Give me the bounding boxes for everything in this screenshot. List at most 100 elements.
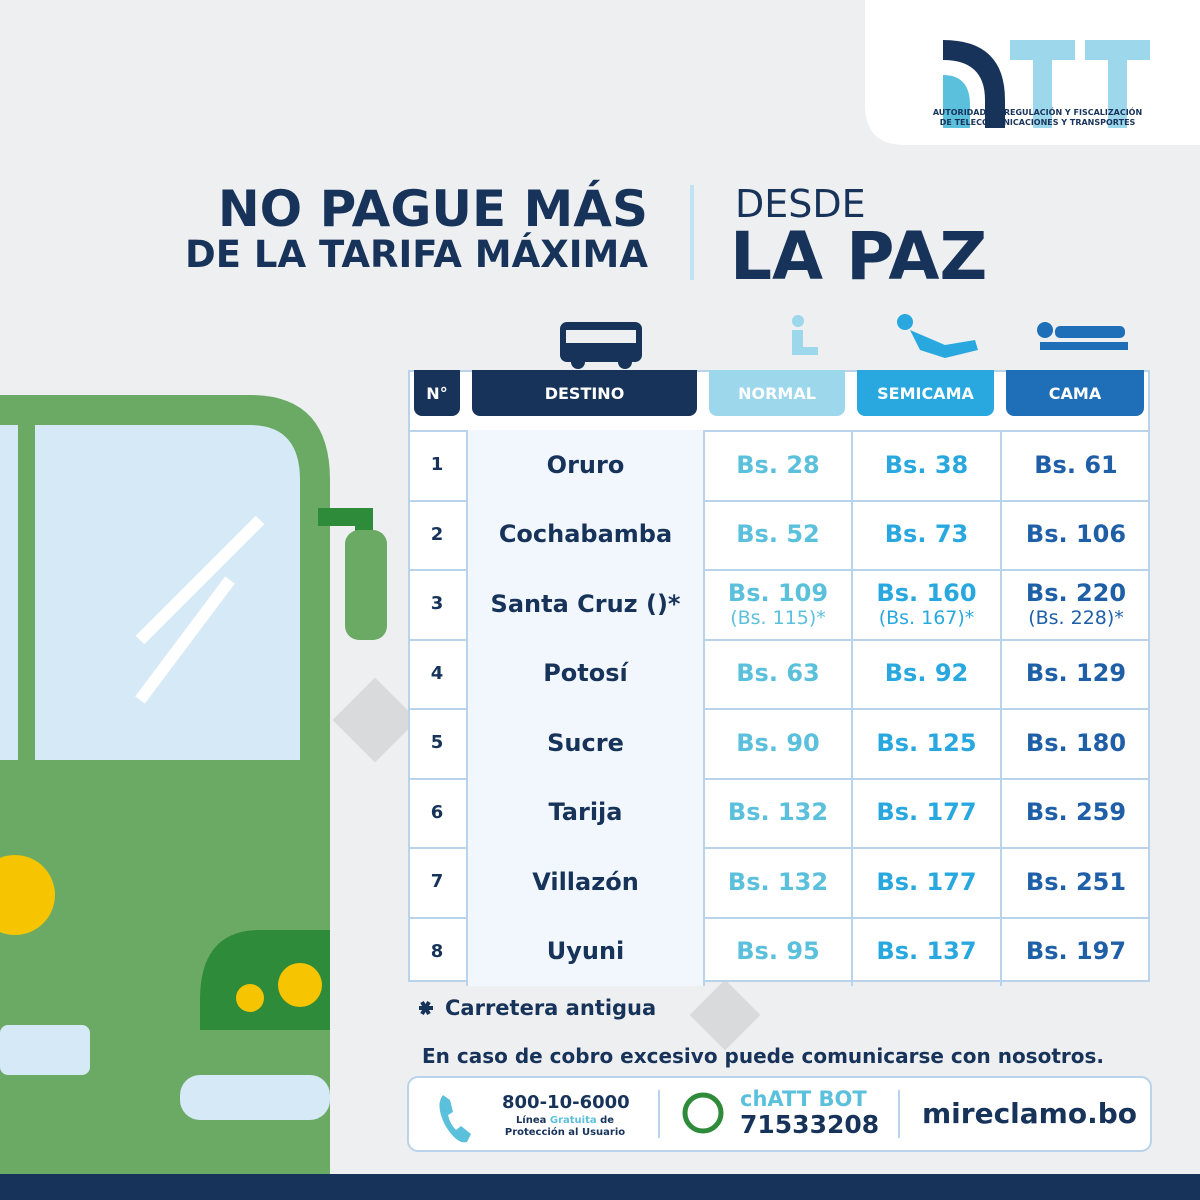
column-header: CAMA: [1006, 370, 1144, 416]
row-divider: [408, 777, 1150, 780]
table-cell: 5: [408, 708, 466, 778]
cell-text: Bs. 106: [1025, 520, 1127, 549]
cell-text: 6: [430, 801, 444, 823]
table-cell: Bs. 90: [703, 708, 851, 778]
cell-text: Bs. 137: [876, 937, 977, 966]
cell-text: Bs. 180: [1025, 728, 1127, 757]
row-divider: [408, 499, 1150, 502]
table-cell: Bs. 73: [851, 499, 1000, 569]
table-cell: Bs. 137: [851, 916, 1000, 986]
table-cell: Uyuni: [466, 916, 703, 986]
table-cell: Villazón: [466, 847, 703, 917]
cell-text: Bs. 73: [884, 520, 969, 549]
cell-text: Bs. 109: [727, 578, 829, 607]
cell-text: Potosí: [543, 659, 628, 688]
cell-text: Bs. 95: [736, 937, 820, 966]
cell-text: Bs. 90: [736, 728, 820, 757]
table-cell: 7: [408, 847, 466, 917]
table-cell: Bs. 160 (Bs. 167)*: [851, 569, 1000, 639]
cell-text: Cochabamba: [498, 520, 673, 549]
cell-text: 3: [430, 593, 444, 615]
row-divider: [408, 638, 1150, 641]
cell-text: Bs. 259: [1025, 798, 1127, 827]
cell-alt-text: (Bs. 167)*: [878, 606, 975, 629]
table-cell: 3: [408, 569, 466, 639]
table-cell: Bs. 28: [703, 430, 851, 500]
column-header: NORMAL: [709, 370, 845, 416]
cell-text: Bs. 92: [884, 659, 969, 688]
table-cell: Bs. 61: [1000, 430, 1150, 500]
chatbot-number: 71533208: [740, 1110, 880, 1139]
cell-text: Bs. 177: [876, 867, 977, 896]
cell-text: 2: [430, 523, 444, 545]
cell-text: Bs. 197: [1025, 937, 1127, 966]
table-cell: Sucre: [466, 708, 703, 778]
cell-text: 7: [430, 871, 444, 893]
table-cell: Bs. 52: [703, 499, 851, 569]
headline-big: LA PAZ: [730, 218, 988, 295]
cell-text: Tarija: [548, 798, 623, 827]
headline-small: DESDE: [735, 182, 866, 226]
cell-text: Oruro: [546, 450, 625, 479]
contact-intro: En caso de cobro excesivo puede comunica…: [422, 1044, 1104, 1068]
logo-caption: AUTORIDAD DE REGULACIÓN Y FISCALIZACIÓN …: [930, 108, 1145, 128]
cell-text: Bs. 220: [1025, 578, 1127, 607]
table-cell: 4: [408, 639, 466, 709]
row-divider: [408, 847, 1150, 849]
cell-text: Bs. 251: [1025, 867, 1127, 896]
table-cell: Bs. 125: [851, 708, 1000, 778]
cell-text: Bs. 38: [884, 450, 969, 479]
table-cell: Bs. 132: [703, 847, 851, 917]
table-cell: 6: [408, 778, 466, 848]
row-divider: [408, 430, 1150, 432]
cell-text: Bs. 61: [1034, 450, 1118, 479]
table-cell: Tarija: [466, 777, 703, 847]
table-cell: Bs. 177: [851, 777, 1000, 847]
row-divider: [408, 569, 1150, 571]
headline-line: DE LA TARIFA MÁXIMA: [185, 233, 648, 276]
table-cell: Bs. 63: [703, 638, 851, 708]
logo-line: DE TELECOMUNICACIONES Y TRANSPORTES: [939, 118, 1136, 127]
note-text: de: [600, 1115, 615, 1126]
table-cell: Potosí: [466, 638, 703, 708]
table-cell: 8: [408, 917, 466, 987]
footnote: Carretera antigua: [445, 996, 657, 1020]
table-cell: Bs. 38: [851, 430, 1000, 500]
table-cell: Oruro: [466, 430, 703, 500]
table-cell: Bs. 197: [1000, 916, 1150, 986]
headline-line: NO PAGUE MÁS: [217, 180, 648, 238]
note-text: Protección al Usuario: [504, 1127, 626, 1138]
cell-text: Bs. 63: [736, 659, 820, 688]
cell-text: Bs. 132: [727, 867, 829, 896]
table-cell: Santa Cruz ()*: [466, 569, 703, 639]
phone: 800-10-6000: [502, 1092, 630, 1113]
cell-text: Bs. 125: [876, 728, 977, 757]
table-cell: Bs. 180: [1000, 708, 1150, 778]
cell-text: Bs. 177: [876, 798, 977, 827]
cell-text: 1: [430, 454, 444, 476]
cell-alt-text: (Bs. 115)*: [730, 606, 826, 629]
table-cell: Bs. 106: [1000, 499, 1150, 569]
table-cell: Bs. 220 (Bs. 228)*: [1000, 569, 1150, 639]
note-text: Línea: [515, 1115, 547, 1126]
cell-text: Villazón: [532, 867, 639, 896]
table-cell: Bs. 177: [851, 847, 1000, 917]
cell-text: Bs. 52: [736, 520, 820, 549]
table-cell: Bs. 109 (Bs. 115)*: [703, 569, 851, 639]
cell-text: Bs. 129: [1025, 659, 1127, 688]
row-divider: [408, 916, 1150, 919]
cell-text: Bs. 28: [736, 450, 820, 479]
cell-text: Sucre: [547, 728, 624, 757]
table-cell: Bs. 92: [851, 638, 1000, 708]
column-header: N°: [414, 370, 460, 416]
cell-text: Uyuni: [546, 937, 625, 966]
cell-text: Bs. 132: [727, 798, 829, 827]
phone-note: Línea Gratuita de Protección al Usuario: [495, 1115, 635, 1139]
note-text: Gratuita: [549, 1115, 597, 1126]
table-cell: Cochabamba: [466, 499, 703, 569]
row-divider: [408, 708, 1150, 710]
table-cell: Bs. 129: [1000, 638, 1150, 708]
table-cell: Bs. 259: [1000, 777, 1150, 847]
